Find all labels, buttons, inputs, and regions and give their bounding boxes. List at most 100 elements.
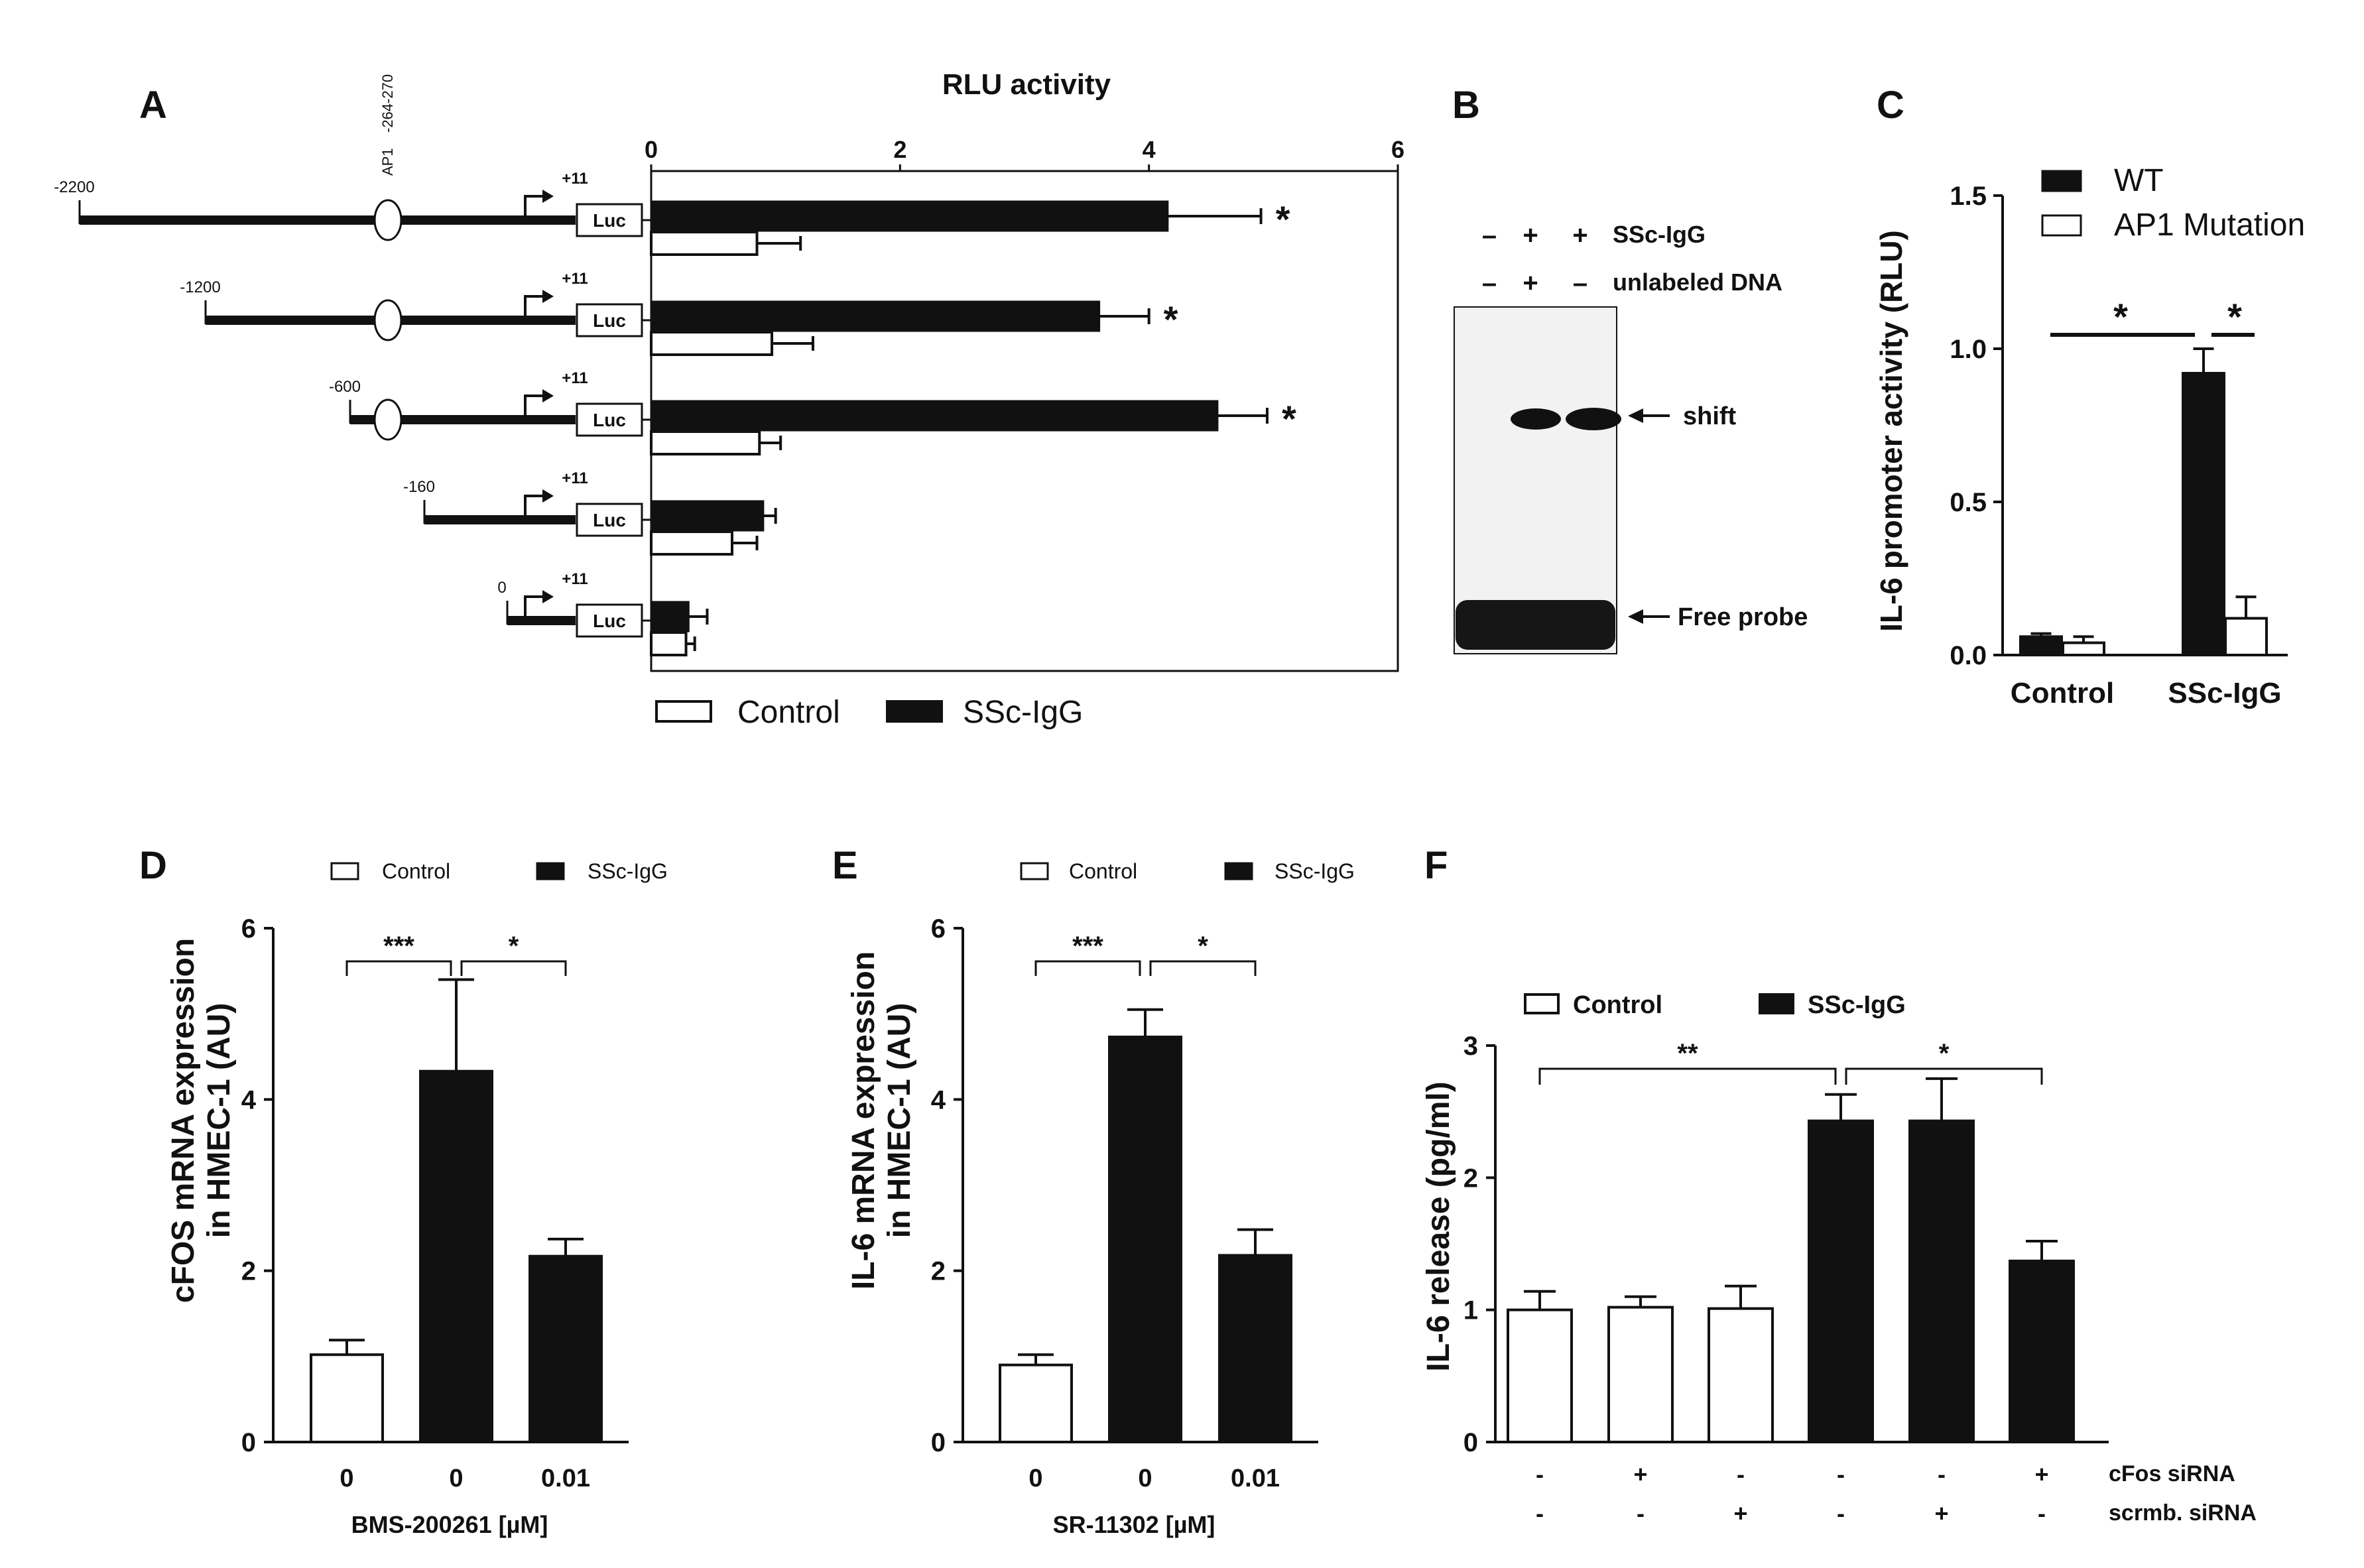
significance-star: * xyxy=(2113,296,2128,337)
bar-ssc-igg xyxy=(650,500,765,532)
arrow-head xyxy=(542,389,554,402)
treatment-row-label: cFos siRNA xyxy=(2109,1461,2235,1486)
significance-bracket xyxy=(1538,1067,1837,1085)
legend-label: Control xyxy=(737,695,840,730)
ap1-site xyxy=(373,299,403,341)
category-label: SSc-IgG xyxy=(2168,677,2281,709)
bars: * * * xyxy=(650,198,1296,656)
treatment-row-label: scrmb. siRNA xyxy=(2109,1500,2257,1526)
transcription-start-arrow xyxy=(524,595,545,621)
significance-bracket xyxy=(1845,1067,2043,1085)
arrow-head xyxy=(1628,609,1643,624)
legend-label: SSc-IgG xyxy=(1275,859,1355,883)
tick-label: 4 xyxy=(1143,136,1156,163)
legend-swatch-control xyxy=(655,700,712,723)
ap1-label: AP1 xyxy=(379,148,396,176)
tick-label: 3 xyxy=(1463,1032,1478,1061)
ap1-site xyxy=(373,398,403,441)
luc-label: Luc xyxy=(593,410,626,430)
treatment-sign: + xyxy=(1733,1500,1747,1527)
y-axis-label: IL-6 promoter activity (RLU) xyxy=(1874,230,1908,632)
shift-band xyxy=(1511,408,1561,430)
axes: 0.0 0.5 1.0 1.5 Control SSc-IgG xyxy=(1950,182,2288,709)
legend: Control SSc-IgG xyxy=(1524,991,1906,1019)
tick-label: 4 xyxy=(931,1085,946,1115)
treatment-rows: - + - - - + cFos siRNA - - + - + - scrmb. siRNA xyxy=(1536,1461,2257,1527)
arrow-head xyxy=(542,489,554,503)
tick-label: 0.0 xyxy=(1950,641,1987,670)
shift-band xyxy=(1566,408,1621,430)
legend-swatch-control xyxy=(1020,862,1049,880)
significance-label: *** xyxy=(383,932,414,961)
luc-box xyxy=(576,303,643,337)
bar-ssc-igg xyxy=(650,601,690,633)
bars: *** * xyxy=(310,932,603,1444)
x-axis-label: BMS-200261 [µM] xyxy=(351,1511,548,1538)
bar xyxy=(1607,1305,1674,1444)
bar xyxy=(1908,1119,1975,1443)
lane-row-label: unlabeled DNA xyxy=(1613,269,1782,296)
tick-label: 1 xyxy=(1463,1296,1478,1325)
panel-letter-c: C xyxy=(1877,84,1904,127)
tick-label: 6 xyxy=(241,914,256,943)
x-axis: 0 2 4 6 xyxy=(645,136,1404,171)
transcription-start-arrow xyxy=(524,195,545,220)
band-label: shift xyxy=(1683,402,1737,430)
luc-label: Luc xyxy=(593,611,626,631)
arrow-head xyxy=(542,290,554,303)
significance-label: * xyxy=(1939,1039,1950,1068)
significance-bracket xyxy=(460,960,567,976)
legend-label: WT xyxy=(2114,163,2164,198)
panel-a: RLU activity 0 2 4 6 -2200 +11 Luc -1200 +11 Luc… xyxy=(54,68,1404,730)
panel-letter-e: E xyxy=(832,844,858,887)
panel-c: 0.0 0.5 1.0 1.5 Control SSc-IgG IL-6 promoter… xyxy=(1874,163,2305,709)
panel-letter-f: F xyxy=(1424,844,1448,887)
legend: Control SSc-IgG xyxy=(655,695,1083,730)
construct-start-label: -1200 xyxy=(180,278,220,296)
legend: WT AP1 Mutation xyxy=(2041,163,2305,243)
tick-label: 2 xyxy=(241,1257,256,1286)
construct-end-label: +11 xyxy=(562,570,588,588)
category-label: 0 xyxy=(449,1465,463,1492)
legend-swatch-wt xyxy=(2041,170,2082,192)
bar xyxy=(1218,1254,1292,1443)
transcription-start-arrow xyxy=(524,495,545,520)
legend-swatch-ssc-igg xyxy=(1224,862,1253,880)
legend-swatch-ssc-igg xyxy=(886,700,943,723)
bar xyxy=(2009,1259,2075,1443)
free-probe-band xyxy=(1456,600,1615,650)
panel-letter-a: A xyxy=(139,84,167,127)
gel-blot xyxy=(1454,306,1617,654)
construct-start-label: -2200 xyxy=(54,178,94,196)
tick-label: 0 xyxy=(1463,1428,1478,1457)
y-axis-label-line-2: in HMEC-1 (AU) xyxy=(882,1003,917,1238)
legend-swatch-ap1-mutation xyxy=(2041,214,2082,237)
bar-control xyxy=(650,331,774,356)
construct-end-label: +11 xyxy=(562,469,588,487)
tick-label: 0.5 xyxy=(1950,488,1987,517)
treatment-sign: - xyxy=(1737,1461,1745,1488)
significance-label: ** xyxy=(1677,1039,1698,1068)
ap1-position-label: -264-270 xyxy=(379,74,396,133)
tick-label: 1.0 xyxy=(1950,335,1987,364)
significance-star: * xyxy=(1164,298,1178,340)
bar xyxy=(1708,1307,1774,1443)
treatment-sign: + xyxy=(1633,1461,1647,1488)
ap1-site-label: AP1 -264-270 xyxy=(379,74,396,176)
panel-b: – + + SSc-IgG– + – unlabeled DNA shift Free pr… xyxy=(1454,221,1808,654)
bar xyxy=(310,1353,384,1443)
bar xyxy=(1108,1036,1182,1443)
y-axis-label-line-2: in HMEC-1 (AU) xyxy=(202,1003,237,1238)
lane-sign: – xyxy=(1482,221,1497,250)
category-label: 0 xyxy=(1028,1465,1042,1492)
arrow-head xyxy=(542,190,554,203)
bar-control xyxy=(650,231,759,256)
significance-star: * xyxy=(1276,198,1290,240)
lane-sign: – xyxy=(1482,269,1497,298)
lane-sign: – xyxy=(1573,269,1587,298)
significance-label: * xyxy=(1198,932,1208,961)
